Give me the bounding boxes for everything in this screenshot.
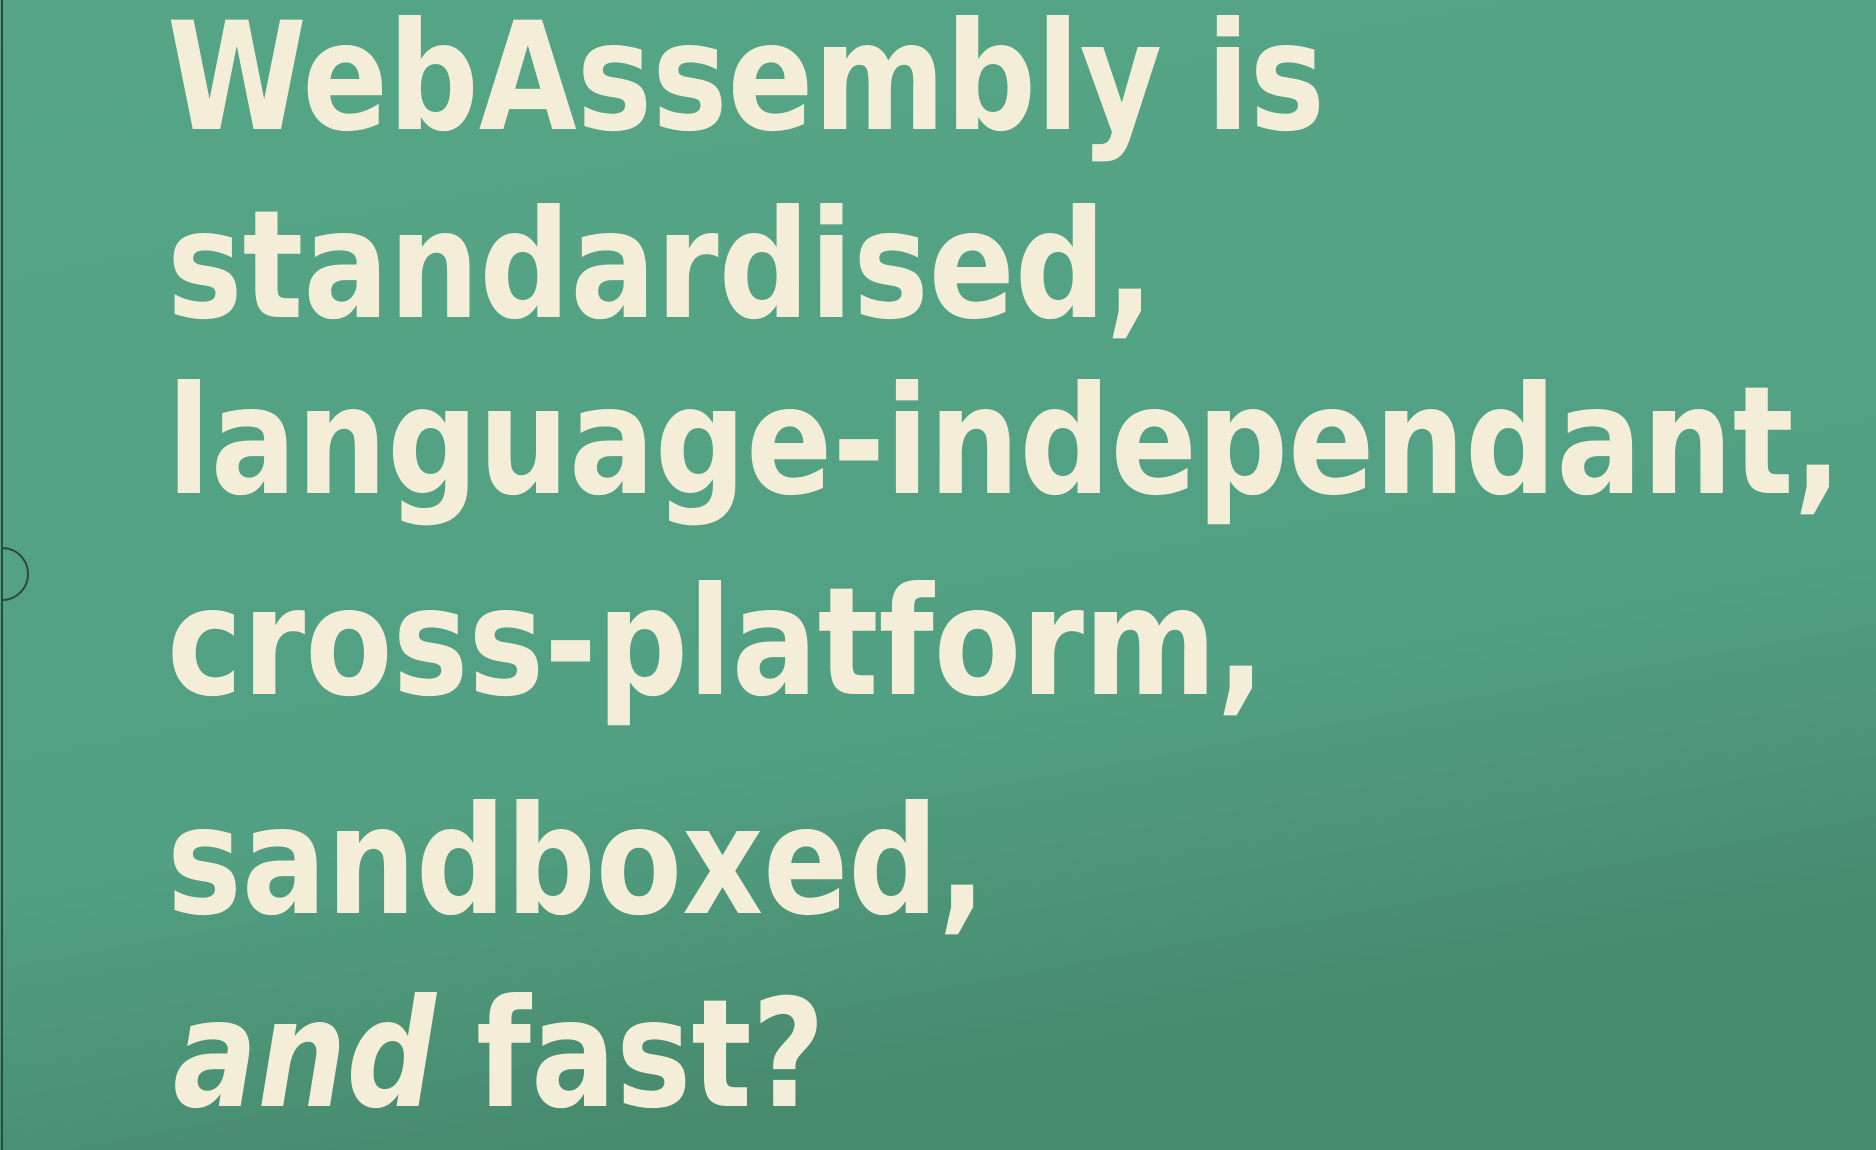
- text-line: WebAssembly is: [167, 0, 1325, 165]
- emphasis-text: and: [173, 968, 437, 1142]
- slide-text: WebAssembly isstandardised,language-inde…: [167, 0, 1842, 1142]
- text-line: fast?: [476, 968, 825, 1142]
- text-line: standardised,: [167, 179, 1154, 353]
- text-line: sandboxed,: [167, 775, 986, 949]
- edge-handle[interactable]: [1, 547, 29, 601]
- text-line: cross-platform,: [167, 556, 1265, 730]
- text-line: language-independant,: [167, 355, 1842, 529]
